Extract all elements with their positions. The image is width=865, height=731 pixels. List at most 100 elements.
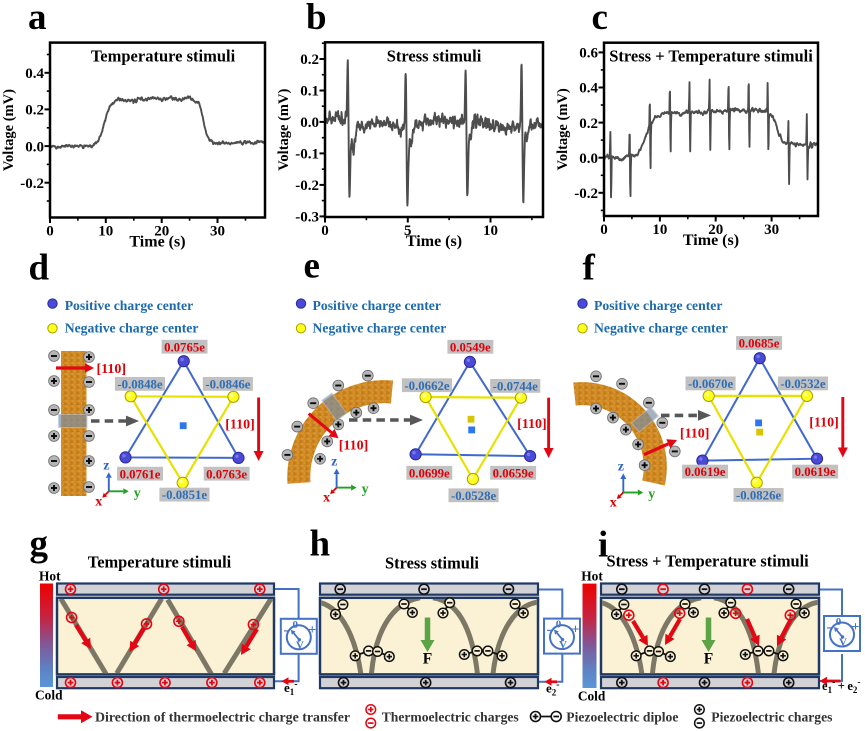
svg-text:e: e	[304, 246, 320, 287]
svg-text:Thermoelectric charges: Thermoelectric charges	[382, 709, 519, 724]
svg-text:+: +	[572, 623, 580, 638]
svg-text:[110]: [110]	[517, 417, 547, 432]
svg-text:Direction of thermoelectric ch: Direction of thermoelectric charge trans…	[95, 710, 350, 725]
svg-text:-: -	[283, 623, 288, 638]
svg-text:Voltage (mV): Voltage (mV)	[1, 89, 17, 171]
svg-text:e1-: e1-	[284, 679, 298, 697]
svg-text:z: z	[331, 455, 337, 470]
svg-text:Negative charge center: Negative charge center	[65, 321, 199, 336]
svg-text:10: 10	[98, 223, 113, 239]
svg-text:0.2: 0.2	[25, 103, 44, 119]
svg-text:0.0699e: 0.0699e	[409, 466, 450, 480]
svg-text:-0.0528e: -0.0528e	[451, 489, 496, 503]
svg-text:-0.0744e: -0.0744e	[493, 380, 538, 394]
svg-text:Hot: Hot	[581, 569, 603, 584]
svg-text:5: 5	[404, 223, 412, 239]
svg-text:+: +	[852, 620, 860, 635]
svg-text:V: V	[839, 637, 847, 649]
svg-text:f: f	[583, 248, 596, 289]
svg-text:0.0619e: 0.0619e	[685, 465, 726, 479]
svg-text:0.2: 0.2	[300, 52, 319, 68]
svg-text:0: 0	[293, 619, 299, 631]
svg-text:b: b	[306, 0, 327, 38]
svg-text:-0.0670e: -0.0670e	[688, 377, 733, 391]
svg-text:-0.0826e: -0.0826e	[736, 489, 781, 503]
svg-text:30: 30	[764, 222, 779, 238]
svg-text:-0.0662e: -0.0662e	[404, 379, 449, 393]
svg-text:0.0549e: 0.0549e	[450, 340, 491, 354]
svg-text:[110]: [110]	[809, 416, 839, 431]
svg-text:30: 30	[210, 223, 225, 239]
svg-text:Piezoelectric charges: Piezoelectric charges	[711, 709, 832, 724]
svg-text:d: d	[29, 248, 50, 289]
svg-text:Voltage (mV): Voltage (mV)	[555, 88, 571, 170]
svg-text:Piezoelectric diploe: Piezoelectric diploe	[566, 709, 678, 724]
svg-text:y: y	[362, 482, 369, 497]
svg-text:Positive charge center: Positive charge center	[65, 298, 193, 313]
svg-text:V: V	[296, 639, 304, 651]
svg-text:-0.1: -0.1	[295, 147, 319, 163]
svg-text:Time (s): Time (s)	[406, 233, 462, 250]
svg-text:0.0: 0.0	[300, 115, 319, 131]
svg-text:Stress stimuli: Stress stimuli	[387, 47, 482, 66]
svg-text:i: i	[598, 525, 608, 566]
svg-text:0.6: 0.6	[579, 46, 598, 62]
svg-text:g: g	[30, 524, 49, 565]
svg-text:Negative charge center: Negative charge center	[594, 321, 728, 336]
svg-text:0.1: 0.1	[300, 84, 319, 100]
svg-text:0.0685e: 0.0685e	[739, 337, 780, 351]
svg-text:0.4: 0.4	[25, 66, 44, 82]
svg-text:F: F	[423, 651, 432, 668]
svg-text:[110]: [110]	[339, 438, 369, 453]
svg-text:a: a	[28, 0, 47, 38]
svg-text:Temperature stimuli: Temperature stimuli	[88, 553, 232, 572]
svg-text:20: 20	[708, 222, 723, 238]
svg-text:10: 10	[652, 222, 667, 238]
svg-text:Positive charge center: Positive charge center	[594, 298, 722, 313]
svg-text:x: x	[323, 491, 330, 506]
svg-text:x: x	[610, 496, 617, 511]
svg-text:e2-: e2-	[546, 680, 560, 698]
svg-text:y: y	[648, 487, 655, 502]
svg-text:Voltage (mV): Voltage (mV)	[276, 89, 292, 171]
svg-text:F: F	[704, 651, 713, 668]
svg-text:Hot: Hot	[39, 569, 61, 584]
svg-text:Stress stimuli: Stress stimuli	[385, 554, 479, 573]
svg-text:y: y	[134, 486, 141, 501]
svg-text:Temperature stimuli: Temperature stimuli	[91, 47, 236, 66]
svg-text:-0.0851e: -0.0851e	[162, 488, 207, 502]
svg-text:Time (s): Time (s)	[683, 232, 739, 249]
svg-text:0: 0	[836, 616, 842, 628]
svg-text:x: x	[95, 494, 102, 509]
svg-text:Cold: Cold	[578, 689, 606, 704]
svg-text:0.0659e: 0.0659e	[493, 466, 534, 480]
svg-text:[110]: [110]	[97, 362, 127, 377]
svg-text:-0.0532e: -0.0532e	[780, 377, 825, 391]
svg-text:+: +	[308, 623, 316, 638]
svg-text:Stress + Temperature stimuli: Stress + Temperature stimuli	[609, 47, 813, 66]
svg-text:-0.0848e: -0.0848e	[117, 378, 162, 392]
svg-text:0: 0	[556, 619, 562, 631]
svg-text:0.0619e: 0.0619e	[795, 465, 836, 479]
svg-text:Time (s): Time (s)	[129, 234, 185, 251]
svg-text:Positive charge center: Positive charge center	[313, 298, 441, 313]
svg-text:Negative charge center: Negative charge center	[313, 321, 447, 336]
svg-text:e1- + e2-: e1- + e2-	[822, 678, 861, 695]
svg-text:0.2: 0.2	[579, 116, 598, 132]
svg-text:-0.2: -0.2	[295, 178, 319, 194]
svg-text:10: 10	[483, 223, 498, 239]
svg-text:z: z	[103, 458, 109, 473]
svg-text:0.0: 0.0	[579, 151, 598, 167]
svg-text:-0.0846e: -0.0846e	[205, 378, 250, 392]
svg-text:-0.2: -0.2	[574, 186, 598, 202]
svg-text:0.4: 0.4	[579, 81, 598, 97]
svg-text:0.0: 0.0	[25, 139, 44, 155]
svg-text:V: V	[559, 639, 567, 651]
svg-text:0.0761e: 0.0761e	[120, 467, 161, 481]
svg-text:Cold: Cold	[35, 688, 63, 703]
svg-text:c: c	[592, 0, 608, 38]
svg-text:0.0763e: 0.0763e	[206, 467, 247, 481]
svg-text:h: h	[310, 524, 331, 565]
svg-text:0: 0	[600, 222, 608, 238]
svg-text:-0.2: -0.2	[20, 176, 44, 192]
